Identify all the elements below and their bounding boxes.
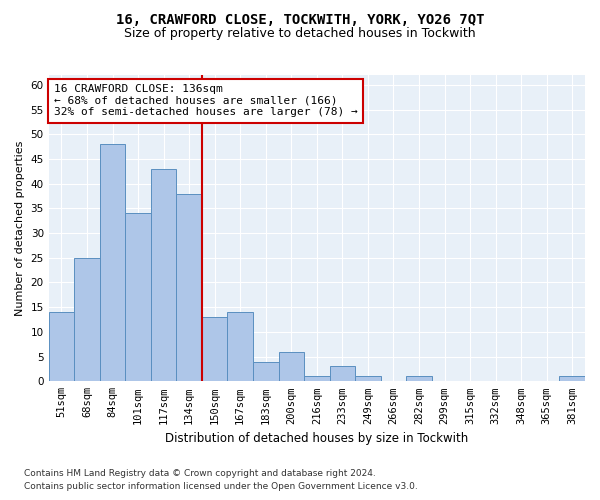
- Bar: [329, 366, 355, 382]
- Bar: [176, 194, 202, 382]
- Bar: [202, 317, 227, 382]
- X-axis label: Distribution of detached houses by size in Tockwith: Distribution of detached houses by size …: [165, 432, 469, 445]
- Bar: [151, 169, 176, 382]
- Bar: [125, 214, 151, 382]
- Text: Contains HM Land Registry data © Crown copyright and database right 2024.: Contains HM Land Registry data © Crown c…: [24, 468, 376, 477]
- Bar: [355, 376, 380, 382]
- Bar: [253, 362, 278, 382]
- Bar: [278, 352, 304, 382]
- Bar: [100, 144, 125, 382]
- Bar: [304, 376, 329, 382]
- Bar: [227, 312, 253, 382]
- Bar: [49, 312, 74, 382]
- Bar: [559, 376, 585, 382]
- Text: 16, CRAWFORD CLOSE, TOCKWITH, YORK, YO26 7QT: 16, CRAWFORD CLOSE, TOCKWITH, YORK, YO26…: [116, 12, 484, 26]
- Text: 16 CRAWFORD CLOSE: 136sqm
← 68% of detached houses are smaller (166)
32% of semi: 16 CRAWFORD CLOSE: 136sqm ← 68% of detac…: [54, 84, 358, 117]
- Y-axis label: Number of detached properties: Number of detached properties: [15, 140, 25, 316]
- Bar: [406, 376, 432, 382]
- Text: Size of property relative to detached houses in Tockwith: Size of property relative to detached ho…: [124, 28, 476, 40]
- Text: Contains public sector information licensed under the Open Government Licence v3: Contains public sector information licen…: [24, 482, 418, 491]
- Bar: [74, 258, 100, 382]
